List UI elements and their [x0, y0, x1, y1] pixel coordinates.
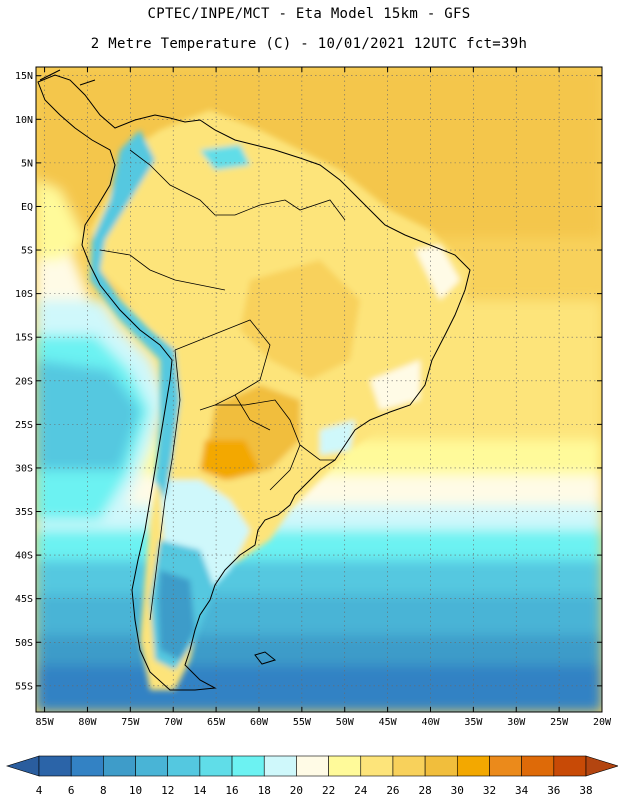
colorbar-label: 26: [386, 784, 399, 797]
lon-tick-label: 75W: [121, 717, 140, 728]
colorbar-label: 36: [547, 784, 560, 797]
colorbar-label: 24: [354, 784, 368, 797]
lat-tick-label: EQ: [21, 202, 33, 213]
lon-tick-label: 55W: [293, 717, 312, 728]
lat-tick-label: 45S: [15, 594, 33, 605]
lat-tick-label: 35S: [15, 507, 33, 518]
colorbar-swatch: [424, 755, 458, 777]
lat-tick-label: 5N: [21, 158, 33, 169]
lat-tick-label: 30S: [15, 463, 33, 474]
colorbar-swatch: [167, 755, 201, 777]
colorbar-high-arrow: [585, 755, 618, 777]
colorbar-low-arrow: [5, 755, 40, 777]
colorbar-swatch: [456, 755, 490, 777]
lat-tick-label: 10S: [15, 289, 33, 300]
colorbar-label: 4: [36, 784, 43, 797]
lat-tick-label: 50S: [15, 638, 33, 649]
colorbar-label: 12: [161, 784, 174, 797]
colorbar-label: 30: [451, 784, 464, 797]
colorbar: 4 6 8 10 12 14 16 18 20 22 24 26 28 30 32 34 36 38: [5, 755, 618, 797]
colorbar-swatch: [521, 755, 555, 777]
colorbar-swatch: [553, 755, 587, 777]
colorbar-swatch: [263, 755, 297, 777]
map-title-line2: 2 Metre Temperature (C) - 10/01/2021 12U…: [90, 36, 528, 52]
colorbar-label: 6: [68, 784, 75, 797]
colorbar-swatch: [199, 755, 233, 777]
plot-frame: [35, 66, 603, 713]
temperature-field: [36, 67, 602, 712]
lon-tick-label: 20W: [593, 717, 612, 728]
colorbar-swatch: [103, 755, 136, 777]
lat-tick-label: 15S: [15, 333, 33, 344]
map-title-line1: CPTEC/INPE/MCT - Eta Model 15km - GFS: [147, 6, 471, 22]
lat-tick-label: 40S: [15, 551, 33, 562]
colorbar-swatch: [392, 755, 426, 777]
lon-tick-label: 85W: [36, 717, 55, 728]
lon-tick-label: 45W: [379, 717, 398, 728]
colorbar-swatch: [489, 755, 522, 777]
lat-tick-label: 55S: [15, 681, 33, 692]
latitude-axis: 15N 10N 5N EQ 5S 10S 15S 20S 25S 30S 35S 40S 45S 50S 5…: [15, 71, 602, 692]
lon-tick-label: 35W: [464, 717, 483, 728]
lat-tick-label: 25S: [15, 420, 33, 431]
colorbar-label: 20: [290, 784, 303, 797]
lat-tick-label: 10N: [15, 115, 33, 126]
colorbar-label: 16: [225, 784, 238, 797]
country-borders: [99, 149, 346, 621]
colorbar-label: 18: [258, 784, 271, 797]
lon-tick-label: 60W: [250, 717, 269, 728]
lon-tick-label: 50W: [336, 717, 355, 728]
colorbar-label: 22: [322, 784, 335, 797]
lon-tick-label: 30W: [507, 717, 526, 728]
colorbar-label: 34: [515, 784, 529, 797]
lat-tick-label: 15N: [15, 71, 33, 82]
lat-tick-label: 20S: [15, 376, 33, 387]
coastline: [37, 69, 471, 691]
colorbar-label: 8: [100, 784, 107, 797]
lon-tick-label: 65W: [207, 717, 226, 728]
colorbar-label: 10: [129, 784, 142, 797]
colorbar-swatch: [38, 755, 72, 777]
colorbar-label: 28: [418, 784, 431, 797]
colorbar-label: 38: [579, 784, 592, 797]
colorbar-swatch: [70, 755, 104, 777]
lon-tick-label: 70W: [164, 717, 183, 728]
colorbar-swatch: [135, 755, 169, 777]
longitude-axis: 85W 80W 75W 70W 65W 60W 55W 50W 45W 40W 35W 30W 25W 2…: [36, 67, 612, 728]
lon-tick-label: 80W: [78, 717, 97, 728]
colorbar-label: 32: [483, 784, 496, 797]
colorbar-swatch: [231, 755, 265, 777]
lon-tick-label: 40W: [421, 717, 440, 728]
colorbar-swatch: [360, 755, 394, 777]
lat-tick-label: 5S: [21, 246, 33, 257]
colorbar-swatch: [328, 755, 362, 777]
lon-tick-label: 25W: [550, 717, 569, 728]
colorbar-swatch: [296, 755, 329, 777]
colorbar-label: 14: [193, 784, 207, 797]
